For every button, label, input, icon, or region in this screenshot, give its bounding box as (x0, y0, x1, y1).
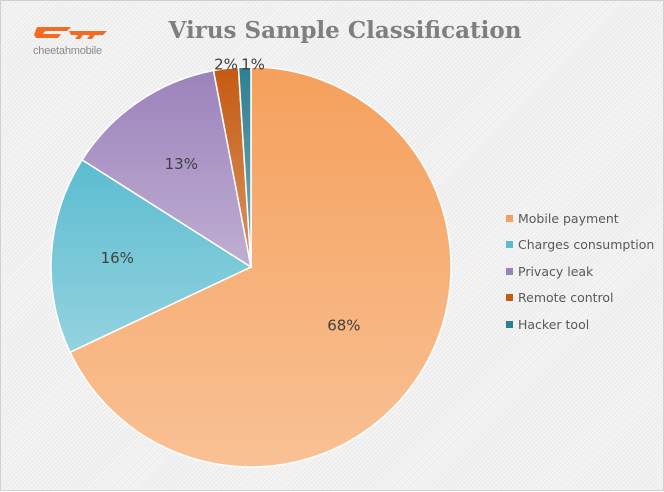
legend-swatch (506, 320, 513, 328)
legend-label: Privacy leak (518, 263, 594, 279)
legend-item: Mobile payment (506, 205, 654, 232)
pie-slice-privacy-leak (81, 69, 253, 269)
legend-swatch (506, 214, 513, 222)
data-label: 2% (214, 56, 238, 74)
legend-item: Privacy leak (506, 258, 654, 285)
legend-swatch (506, 294, 513, 302)
legend-label: Hacker tool (518, 316, 590, 332)
legend: Mobile payment Charges consumption Privacy… (506, 205, 654, 338)
legend-swatch (506, 267, 513, 275)
pie-slice-mobile-payment (69, 66, 452, 468)
pie-slice-charges-consumption (50, 158, 253, 354)
cheetah-mobile-logo (34, 27, 107, 39)
legend-label: Charges consumption (518, 237, 655, 253)
chart-title: Virus Sample Classification (168, 17, 522, 44)
logo-text: cheetahmobile (33, 45, 102, 57)
data-label: 16% (101, 249, 134, 267)
legend-label: Remote control (518, 290, 614, 306)
legend-item: Hacker tool (506, 311, 654, 338)
pie-slice-hacker-tool (237, 66, 252, 268)
legend-label: Mobile payment (518, 210, 619, 226)
legend-item: Remote control (506, 285, 654, 312)
legend-swatch (506, 241, 513, 249)
data-label: 68% (327, 316, 360, 334)
data-label: 13% (165, 155, 198, 173)
data-label: 1% (241, 56, 265, 74)
legend-item: Charges consumption (506, 232, 654, 259)
